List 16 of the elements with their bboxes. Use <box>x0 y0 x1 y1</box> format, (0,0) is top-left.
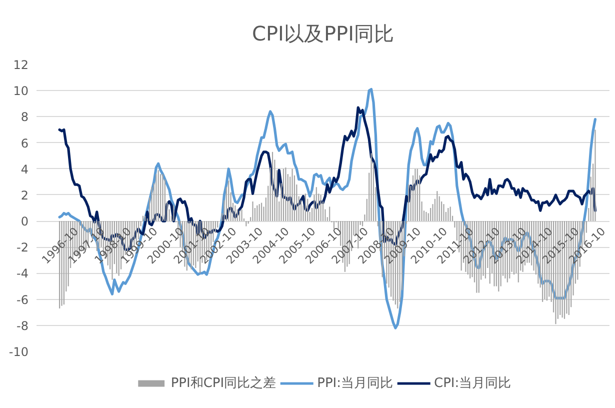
y-tick-label: 4 <box>20 162 29 176</box>
legend-label: PPI和CPI同比之差 <box>170 375 276 392</box>
y-tick-label: 12 <box>13 58 29 72</box>
chart-title: CPI以及PPI同比 <box>252 22 394 46</box>
y-tick-label: 10 <box>13 84 29 98</box>
legend-label: CPI:当月同比 <box>434 375 512 392</box>
y-tick-label: -10 <box>8 345 29 359</box>
legend-label: PPI:当月同比 <box>317 375 394 392</box>
y-tick-label: -4 <box>16 266 29 281</box>
y-tick-label: -2 <box>16 240 29 255</box>
y-tick-label: 2 <box>20 188 29 202</box>
y-tick-label: -8 <box>16 318 29 333</box>
y-tick-label: 6 <box>20 136 29 150</box>
y-tick-label: 8 <box>20 110 29 124</box>
y-tick-label: -6 <box>16 292 29 307</box>
y-tick-label: 0 <box>20 214 29 229</box>
